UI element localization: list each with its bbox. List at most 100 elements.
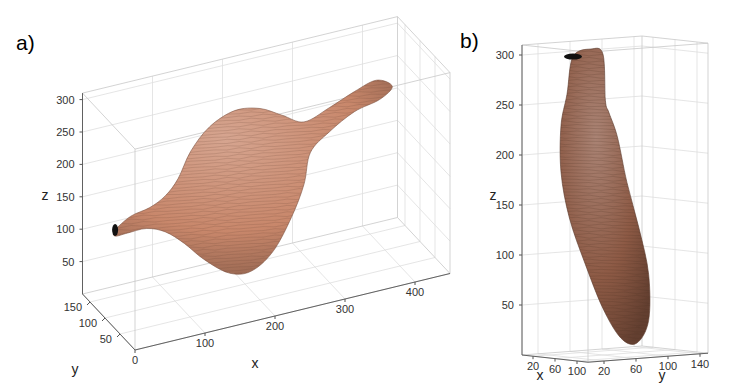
surface-ridge — [541, 76, 673, 80]
surface-ridge — [541, 186, 673, 189]
surface-ridge — [541, 287, 673, 291]
grid-line — [420, 41, 421, 242]
surface-ridge — [541, 156, 673, 160]
surface-ridge — [95, 40, 419, 62]
surface-ridge — [541, 233, 673, 237]
surface-ridge — [95, 145, 419, 167]
surface-ridge — [541, 179, 673, 182]
surface-ridge — [541, 338, 673, 341]
surface-ridge — [95, 236, 419, 258]
grid-line — [642, 196, 708, 203]
surface-ridge — [541, 130, 673, 134]
z-tick-label: 100 — [496, 249, 514, 261]
grid-line — [642, 146, 708, 153]
figure: 01002003004005010015050100150200250300xy… — [0, 0, 746, 385]
surface-ridge — [95, 47, 419, 69]
surface-ridge — [541, 166, 673, 169]
surface-ridge — [541, 351, 673, 354]
grid-line — [538, 44, 539, 354]
surface-ridge — [541, 70, 673, 74]
surface-ridge — [541, 293, 673, 297]
surface-ridge — [541, 169, 673, 172]
box-edge — [82, 93, 83, 294]
box — [83, 17, 451, 350]
tick — [117, 334, 120, 337]
surface-ridge — [541, 268, 673, 272]
z-tick-label: 300 — [496, 49, 514, 61]
box-edge — [398, 17, 451, 73]
surface-ridge — [541, 224, 673, 228]
surface-ridge — [95, 111, 419, 133]
x-axis-title: x — [252, 355, 259, 371]
y-tick-label: 100 — [79, 317, 97, 329]
surface-ridge — [95, 184, 419, 206]
z-tick-label: 200 — [56, 158, 74, 170]
surface-ridge — [95, 171, 419, 193]
surface-ridge — [541, 29, 673, 32]
grid-line — [653, 37, 654, 347]
surface-ridge — [541, 102, 673, 106]
box-edge — [642, 346, 708, 353]
surface-ridge — [541, 208, 673, 211]
surface-ridge — [541, 89, 673, 93]
surface-ridge — [95, 53, 419, 75]
surface-ridge — [541, 140, 673, 143]
tick — [80, 261, 83, 262]
surface-ridge — [95, 257, 419, 279]
surface-ridge — [541, 32, 673, 35]
surface-ridge — [95, 92, 419, 114]
surface-ridge — [95, 56, 419, 78]
surface-ridge — [95, 191, 419, 213]
surface-ridge — [95, 223, 419, 245]
surface-ridge — [95, 143, 419, 165]
surface-ridge — [541, 149, 673, 153]
y-tick-label: 150 — [64, 301, 82, 313]
box-edge — [397, 17, 398, 218]
z-tick-label: 150 — [496, 199, 514, 211]
surface-ridge — [95, 43, 419, 64]
surface-ridge — [541, 349, 673, 352]
surface-ridge — [95, 60, 419, 82]
surface-ridge — [95, 226, 419, 247]
surface-ridge — [541, 153, 673, 156]
y-axis-title: y — [72, 361, 79, 377]
surface-ridge — [541, 173, 673, 176]
tick — [415, 282, 416, 285]
surface-ridge — [541, 310, 673, 313]
box-edge — [83, 93, 136, 149]
tick — [700, 354, 701, 357]
tick — [135, 350, 136, 353]
box-edge — [450, 73, 451, 274]
surface-ridge — [95, 86, 419, 108]
surface-ridge — [95, 168, 419, 189]
surface-ridge — [541, 281, 673, 285]
surface-ridge — [95, 197, 419, 219]
surface-ridge — [95, 62, 419, 84]
surface-ridge — [95, 152, 419, 174]
surface-ridge — [541, 306, 673, 310]
surface-ridge — [541, 83, 673, 87]
x-tick-label: 300 — [336, 303, 354, 315]
surface-ridge — [541, 92, 673, 96]
surface-ridge — [95, 181, 419, 202]
tick — [80, 164, 83, 165]
y-tick-label: 50 — [100, 333, 112, 345]
surface-ridge — [541, 205, 673, 209]
surface-ridge — [541, 108, 673, 112]
box-edge — [522, 45, 588, 52]
y-axis-title: y — [659, 367, 666, 383]
grid-line — [398, 153, 451, 209]
surface-ridge — [95, 238, 419, 260]
surface-ridge — [541, 192, 673, 195]
surface-ridge — [95, 251, 419, 273]
tick — [519, 155, 522, 156]
surface-ridge — [95, 255, 419, 277]
surface-ridge — [541, 265, 673, 269]
grid — [522, 37, 708, 361]
surface-ridge — [541, 227, 673, 230]
surface-ridge — [541, 137, 673, 141]
box-edge — [522, 36, 642, 45]
surface-ridge — [541, 255, 673, 259]
surface-ridge — [541, 259, 673, 263]
surface-ridge — [95, 230, 419, 252]
